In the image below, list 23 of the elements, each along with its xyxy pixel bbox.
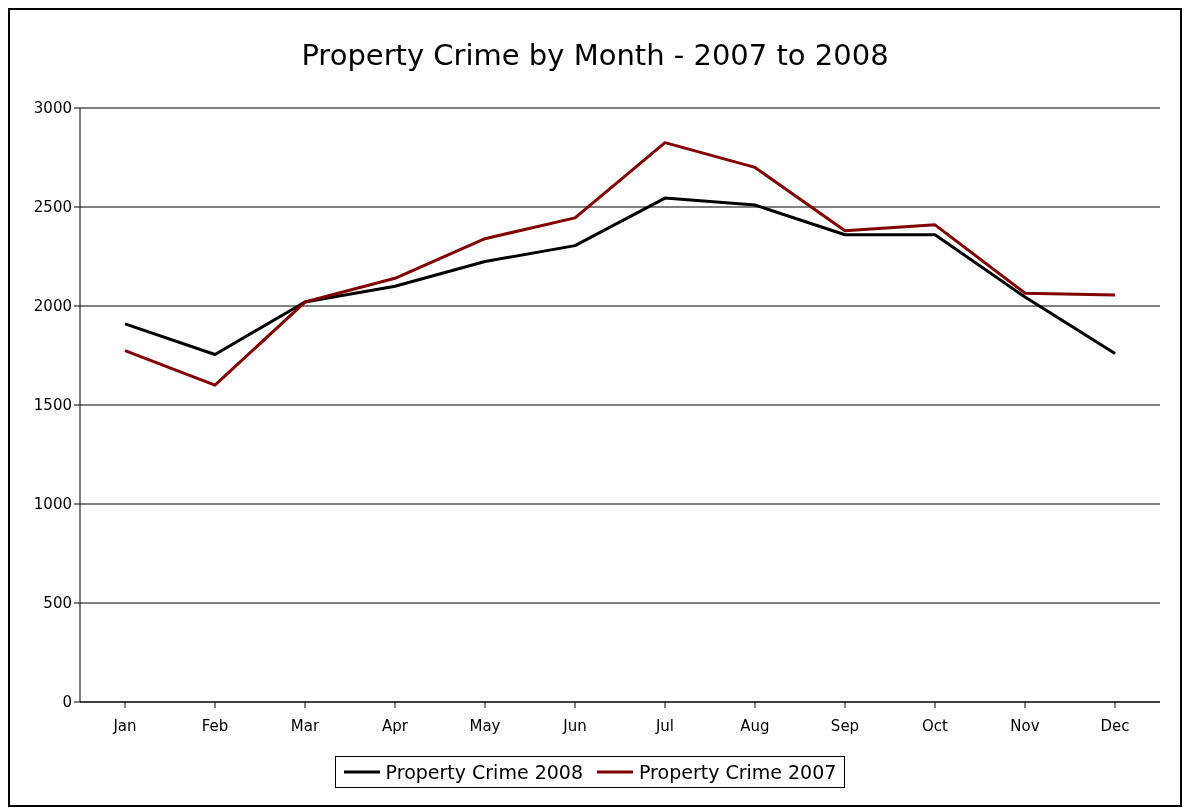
x-tick-label: Jan	[112, 716, 137, 735]
legend-label: Property Crime 2007	[639, 761, 837, 783]
y-tick-label: 1500	[33, 396, 72, 415]
x-tick-label: Apr	[382, 716, 409, 735]
x-tick-label: Jun	[562, 716, 587, 735]
x-tick-label: May	[469, 716, 501, 735]
legend-label: Property Crime 2008	[385, 761, 583, 783]
y-tick-label: 500	[43, 594, 72, 613]
y-tick-label: 1000	[33, 495, 72, 514]
x-tick-label: Aug	[740, 716, 770, 735]
x-tick-label: Oct	[922, 716, 949, 735]
chart-title: Property Crime by Month - 2007 to 2008	[300, 37, 890, 74]
line-series	[123, 141, 1117, 387]
x-tick-label: Nov	[1010, 716, 1040, 735]
y-tick-label: 3000	[33, 99, 72, 118]
x-tick-label: Jul	[654, 716, 675, 735]
x-tick-label: Mar	[290, 716, 320, 735]
y-tick-label: 2000	[33, 297, 72, 316]
x-tick-label: Sep	[830, 716, 860, 735]
x-tick-label: Feb	[201, 716, 229, 735]
y-tick-label: 2500	[33, 198, 72, 217]
y-tick-label: 0	[62, 693, 72, 712]
x-tick-label: Dec	[1100, 716, 1130, 735]
